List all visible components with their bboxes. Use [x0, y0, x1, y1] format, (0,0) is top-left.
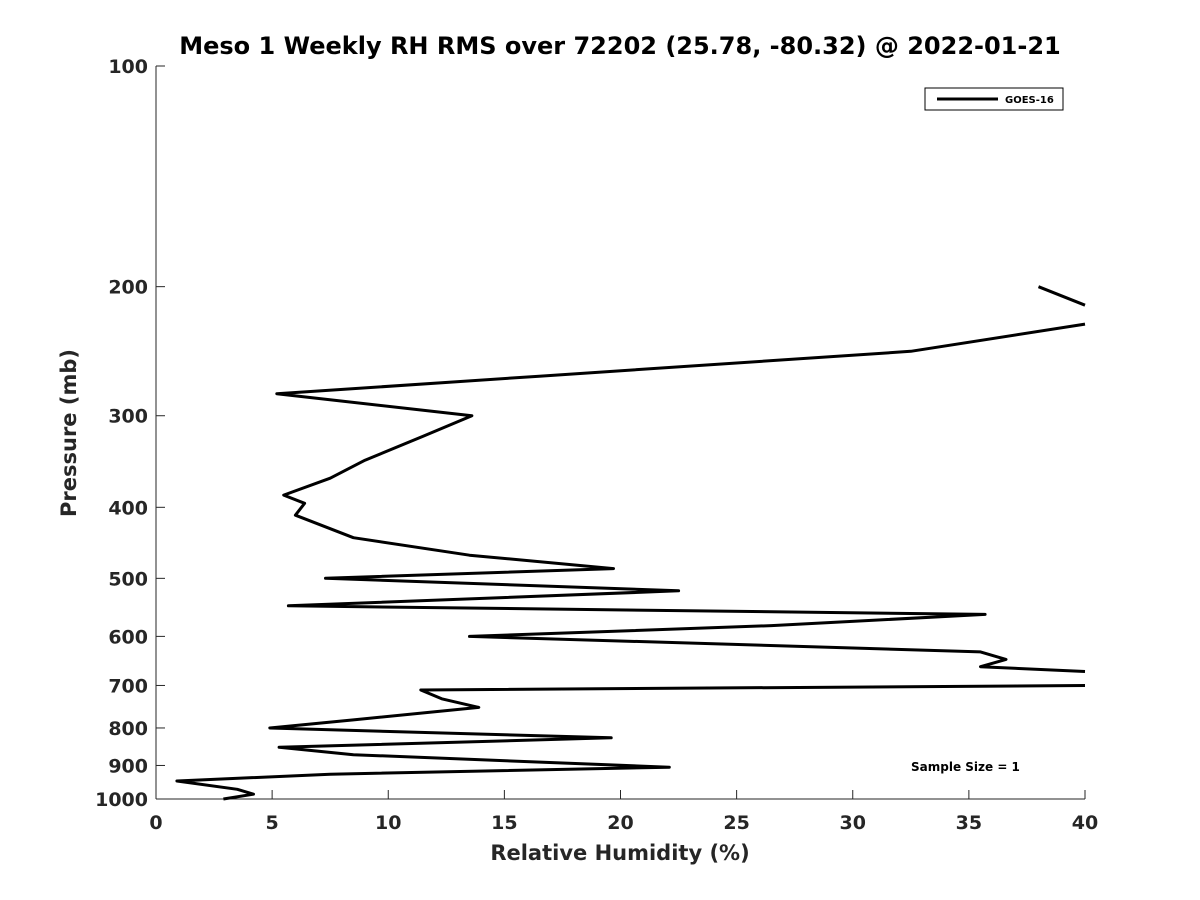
legend-label-goes-16: GOES-16 — [1005, 95, 1054, 106]
y-tick-label: 200 — [108, 277, 148, 299]
x-tick-label: 30 — [840, 812, 866, 834]
series-line-goes-16 — [175, 684, 1086, 801]
y-tick-label: 1000 — [95, 789, 148, 811]
y-tick-label: 700 — [108, 675, 148, 697]
series-line-goes-16 — [1037, 285, 1086, 307]
series-line-goes-16 — [275, 322, 1086, 673]
x-tick-label: 10 — [375, 812, 401, 834]
series-lines — [175, 285, 1086, 801]
y-tick-label: 400 — [108, 497, 148, 519]
sample-size-annotation: Sample Size = 1 — [911, 760, 1020, 774]
x-tick-label: 35 — [956, 812, 982, 834]
y-axis-label: Pressure (mb) — [57, 349, 81, 517]
y-tick-label: 800 — [108, 718, 148, 740]
y-tick-label: 900 — [108, 755, 148, 777]
x-axis-label: Relative Humidity (%) — [490, 841, 749, 865]
chart-title: Meso 1 Weekly RH RMS over 72202 (25.78, … — [179, 32, 1061, 60]
x-tick-label: 5 — [266, 812, 279, 834]
x-tick-label: 20 — [607, 812, 633, 834]
y-tick-label: 600 — [108, 626, 148, 648]
x-tick-label: 25 — [723, 812, 749, 834]
x-tick-label: 15 — [491, 812, 517, 834]
y-tick-label: 300 — [108, 406, 148, 428]
y-tick-label: 100 — [108, 56, 148, 78]
y-tick-label: 500 — [108, 568, 148, 590]
legend: GOES-16 — [924, 87, 1064, 111]
x-tick-label: 40 — [1072, 812, 1098, 834]
axes: 0 5 10 15 20 25 30 35 40 100 200 300 400 500 600 700 800… — [95, 56, 1098, 834]
x-tick-label: 0 — [149, 812, 162, 834]
